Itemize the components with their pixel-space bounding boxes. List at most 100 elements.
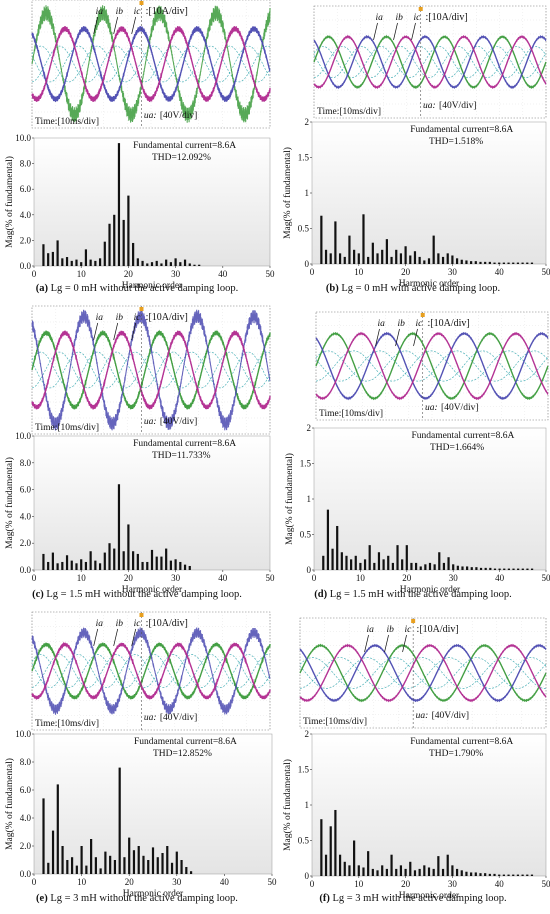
voltage-scale-label: [40V/div] bbox=[441, 403, 478, 413]
x-tick-label: 30 bbox=[449, 573, 459, 583]
voltage-trace bbox=[313, 45, 547, 79]
waveform-plot: ia ib ic:[10A/div] ua: [40V/div] Time:[10ms/d… bbox=[313, 5, 547, 119]
panel-c-figure: ia ib ic:[10A/div] ua: [40V/div] Time:[10ms/d… bbox=[4, 305, 275, 595]
caption-letter: (e) bbox=[36, 893, 48, 904]
plot-area bbox=[33, 435, 271, 571]
harmonic-bar bbox=[183, 259, 187, 266]
time-scale-label: Time:[10ms/div] bbox=[319, 409, 383, 419]
harmonic-bar bbox=[84, 249, 88, 266]
x-tick-label: 20 bbox=[401, 879, 411, 889]
harmonic-bar bbox=[441, 256, 445, 264]
voltage-label: ua: bbox=[144, 713, 157, 723]
harmonic-bar bbox=[170, 862, 174, 874]
harmonic-bar bbox=[530, 568, 534, 570]
harmonic-bar bbox=[348, 235, 351, 264]
harmonic-bar bbox=[345, 555, 348, 570]
harmonic-bar bbox=[185, 867, 188, 874]
y-tick-label: 1.5 bbox=[298, 765, 310, 775]
harmonic-bar bbox=[395, 249, 398, 264]
harmonic-bar bbox=[42, 798, 45, 874]
panel-e-caption: (e) Lg = 3 mH without the active damping… bbox=[2, 893, 272, 904]
y-tick-label: 10.0 bbox=[15, 729, 31, 739]
phase-c-trace bbox=[31, 26, 271, 102]
caption-letter: (b) bbox=[325, 283, 339, 294]
x-tick-label: 10 bbox=[354, 879, 364, 889]
harmonic-bar bbox=[47, 253, 50, 266]
label-ib: ib bbox=[387, 625, 395, 635]
label-arrow bbox=[411, 22, 416, 41]
harmonic-bar bbox=[357, 253, 360, 264]
panel-a-figure: ia ib ic:[10A/div] ua: [40V/div] Time:[10ms/d… bbox=[4, 0, 275, 291]
x-tick-label: 50 bbox=[542, 267, 550, 277]
harmonic-bar bbox=[475, 567, 478, 570]
harmonic-bar bbox=[381, 249, 384, 264]
panel-d-figure: ia ib ic:[10A/div] ua: [40V/div] Time:[10ms/d… bbox=[284, 311, 550, 595]
label-ia: ia bbox=[96, 7, 104, 17]
voltage-scale-label: [40V/div] bbox=[160, 417, 197, 427]
harmonic-bar bbox=[94, 560, 97, 570]
harmonic-bar bbox=[132, 551, 135, 570]
harmonic-bar bbox=[385, 868, 388, 876]
harmonic-bar bbox=[340, 552, 343, 570]
current-scale-label: :[10A/div] bbox=[146, 6, 188, 17]
phase-a-trace bbox=[315, 331, 549, 401]
harmonic-bar bbox=[166, 846, 169, 874]
trigger-marker bbox=[139, 1, 144, 5]
harmonic-bar bbox=[320, 215, 323, 264]
y-tick-label: 6.0 bbox=[20, 785, 32, 795]
harmonic-bar bbox=[409, 255, 412, 264]
time-scale-label: Time:[10ms/div] bbox=[35, 117, 99, 127]
label-arrow bbox=[364, 634, 369, 653]
plot-area bbox=[313, 427, 547, 571]
panel-b-caption: (b) Lg = 0 mH with active damping loop. bbox=[278, 283, 548, 294]
harmonic-bar bbox=[423, 865, 426, 876]
x-tick-label: 10 bbox=[356, 573, 366, 583]
harmonic-bar bbox=[418, 256, 421, 264]
label-arrow bbox=[113, 628, 119, 647]
harmonic-bar bbox=[118, 767, 121, 874]
time-scale-label: Time:[10ms/div] bbox=[303, 717, 367, 727]
harmonic-bar bbox=[70, 560, 73, 570]
harmonic-bar bbox=[117, 143, 121, 266]
harmonic-bar bbox=[61, 561, 64, 570]
current-scale-label: :[10A/div] bbox=[428, 318, 470, 329]
harmonic-bar bbox=[103, 241, 106, 266]
y-tick-label: 0.0 bbox=[20, 261, 32, 271]
harmonic-bar bbox=[390, 256, 393, 264]
y-tick-label: 1.5 bbox=[298, 153, 310, 163]
thd-annotation: THD=12.852% bbox=[153, 749, 212, 759]
voltage-label: ua: bbox=[425, 403, 438, 413]
harmonic-bar bbox=[432, 868, 435, 876]
x-axis-label: Harmonic order bbox=[123, 889, 184, 899]
y-tick-label: 2 bbox=[307, 423, 312, 433]
harmonic-bar bbox=[47, 561, 50, 570]
harmonic-bar bbox=[376, 870, 379, 876]
y-tick-label: 6.0 bbox=[20, 184, 32, 194]
x-tick-label: 40 bbox=[218, 269, 228, 279]
harmonic-bar-chart: 0.0 2.0 4.0 6.0 8.0 10.0 0 10 20 30 40 50 Fundamenta… bbox=[4, 431, 275, 595]
x-tick-label: 30 bbox=[448, 879, 458, 889]
harmonic-bar bbox=[390, 854, 393, 876]
harmonic-bar bbox=[512, 874, 515, 876]
harmonic-bar bbox=[127, 195, 130, 266]
trigger-marker bbox=[418, 7, 423, 11]
current-scale-label: :[10A/div] bbox=[146, 618, 188, 629]
harmonic-bar bbox=[334, 809, 337, 876]
y-axis-label: Mag(% of fundamental) bbox=[4, 156, 15, 248]
label-ib: ib bbox=[116, 7, 124, 17]
harmonic-bar bbox=[446, 253, 449, 264]
harmonic-bar bbox=[155, 556, 158, 570]
y-tick-label: 1 bbox=[307, 494, 312, 504]
x-tick-label: 0 bbox=[32, 877, 37, 887]
panel-a-caption: (a) Lg = 0 mH without the active damping… bbox=[2, 283, 272, 294]
label-arrow bbox=[131, 628, 137, 647]
harmonic-bar bbox=[151, 847, 155, 874]
harmonic-bar bbox=[399, 865, 403, 876]
harmonic-bar bbox=[113, 548, 116, 570]
harmonic-bar bbox=[521, 874, 524, 876]
voltage-label: ua: bbox=[144, 111, 157, 121]
harmonic-bar bbox=[460, 259, 463, 264]
harmonic-bar bbox=[521, 262, 524, 264]
y-axis-label: Mag(% of fundamental) bbox=[282, 759, 293, 851]
